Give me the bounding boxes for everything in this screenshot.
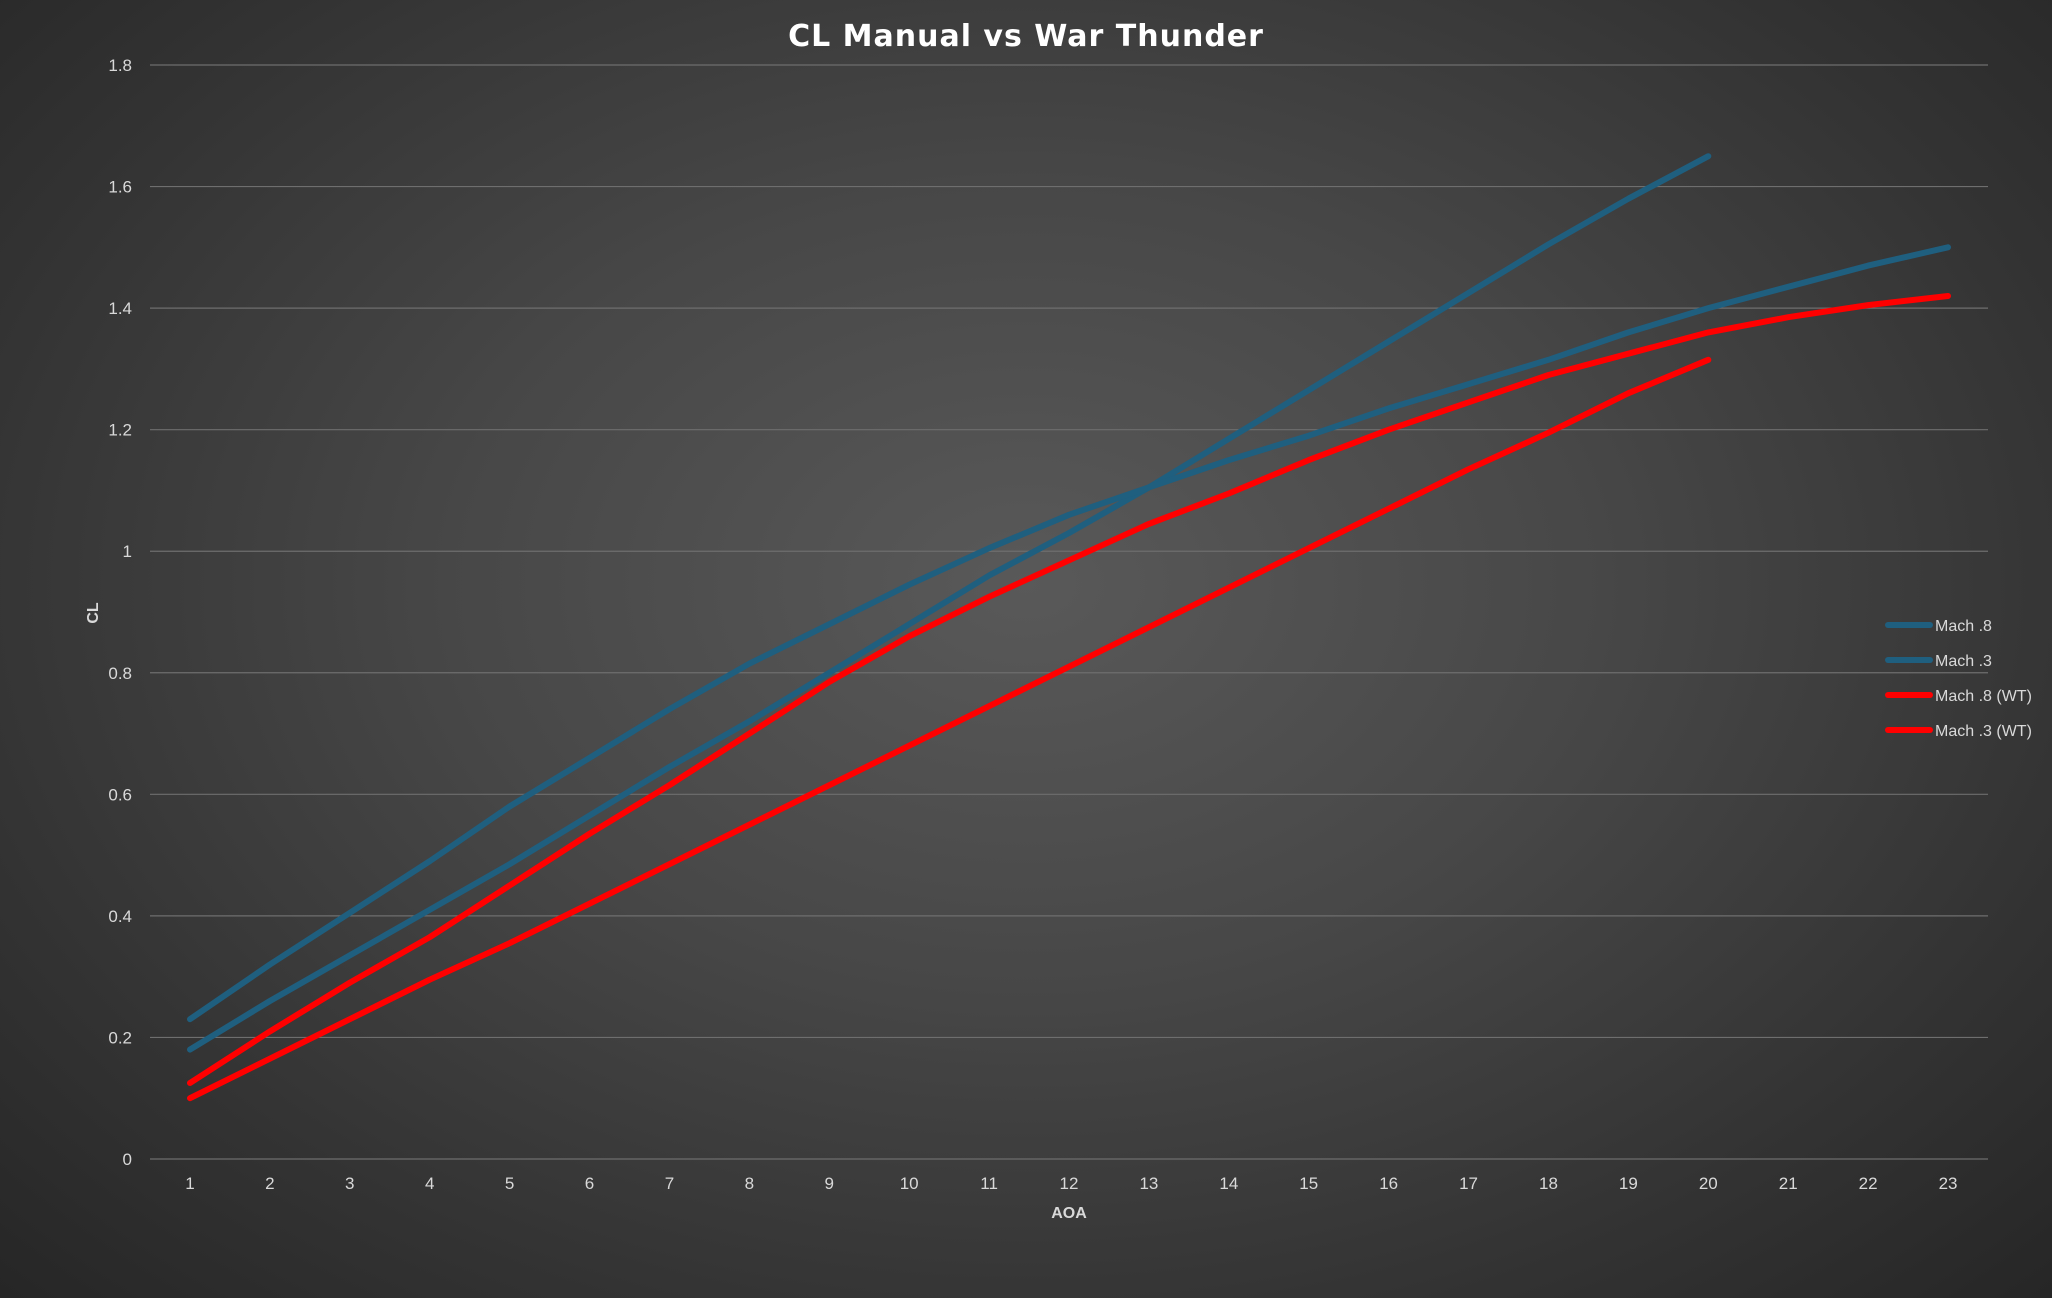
x-tick-label: 15: [1299, 1174, 1318, 1193]
x-tick-label: 17: [1459, 1174, 1478, 1193]
y-tick-label: 1.2: [108, 421, 132, 440]
x-tick-label: 9: [825, 1174, 834, 1193]
gridlines: [150, 64, 1988, 1160]
x-tick-label: 4: [425, 1174, 434, 1193]
x-tick-label: 11: [980, 1174, 998, 1193]
x-tick-label: 19: [1619, 1174, 1638, 1193]
y-tick-label: 1.8: [108, 56, 132, 75]
x-tick-label: 21: [1779, 1174, 1798, 1193]
x-tick-label: 2: [265, 1174, 274, 1193]
series-line-3: [187, 293, 1951, 1086]
x-tick-label: 14: [1219, 1174, 1238, 1193]
x-tick-label: 13: [1139, 1174, 1158, 1193]
x-axis-title: AOA: [1051, 1205, 1087, 1222]
chart-title: CL Manual vs War Thunder: [788, 19, 1264, 54]
x-tick-label: 23: [1939, 1174, 1958, 1193]
legend-label-2: Mach .8 (WT): [1935, 688, 2032, 705]
x-tick-label: 16: [1379, 1174, 1398, 1193]
series-line-1: [187, 244, 1951, 1023]
legend-label-0: Mach .8: [1935, 618, 1992, 635]
series-line-0: [187, 153, 1712, 1053]
x-tick-label: 22: [1859, 1174, 1878, 1193]
legend-label-3: Mach .3 (WT): [1935, 723, 2032, 740]
x-axis-ticks: 1 2 3 4 5 6 7 8 9 10 11 12 13 14 15 16 17 18 19 20 21 22 23: [185, 1174, 1957, 1193]
legend: Mach .8 Mach .3 Mach .8 (WT) Mach .3 (WT): [1885, 618, 2032, 740]
x-tick-label: 10: [900, 1174, 919, 1193]
y-tick-label: 1: [123, 542, 132, 561]
legend-label-1: Mach .3: [1935, 653, 1992, 670]
y-tick-label: 0.2: [108, 1028, 132, 1047]
y-tick-label: 0.8: [108, 664, 132, 683]
y-axis-ticks: 0 0.2 0.4 0.6 0.8 1 1.2 1.4 1.6 1.8: [108, 56, 132, 1169]
y-tick-label: 0: [123, 1150, 132, 1169]
x-tick-label: 18: [1539, 1174, 1558, 1193]
series-line-2: [187, 356, 1712, 1102]
x-tick-label: 5: [505, 1174, 514, 1193]
x-tick-label: 8: [745, 1174, 754, 1193]
y-tick-label: 1.6: [108, 178, 132, 197]
x-tick-label: 7: [665, 1174, 674, 1193]
x-tick-label: 3: [345, 1174, 354, 1193]
y-tick-label: 0.4: [108, 907, 132, 926]
x-tick-label: 12: [1060, 1174, 1079, 1193]
x-tick-label: 1: [185, 1174, 194, 1193]
x-tick-label: 20: [1699, 1174, 1718, 1193]
y-tick-label: 0.6: [108, 785, 132, 804]
x-tick-label: 6: [585, 1174, 594, 1193]
y-axis-title: CL: [85, 602, 102, 624]
y-tick-label: 1.4: [108, 299, 132, 318]
series-lines: [187, 153, 1951, 1102]
